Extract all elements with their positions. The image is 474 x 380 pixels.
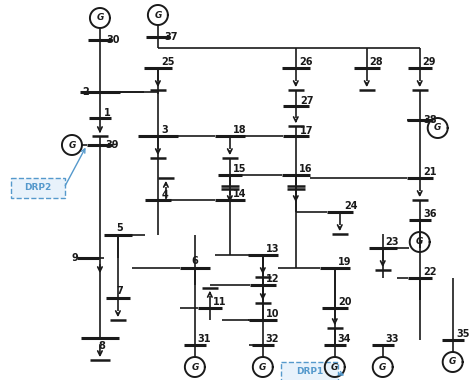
Text: 10: 10	[266, 309, 279, 319]
Text: 11: 11	[213, 297, 227, 307]
Text: 4: 4	[162, 190, 169, 200]
Text: 30: 30	[106, 35, 119, 45]
Text: 33: 33	[386, 334, 399, 344]
Text: G: G	[416, 238, 423, 247]
Text: 21: 21	[424, 167, 437, 177]
Text: 19: 19	[338, 257, 351, 267]
Text: 23: 23	[386, 237, 399, 247]
Text: 14: 14	[233, 189, 246, 199]
Text: DRP2: DRP2	[24, 184, 52, 193]
Text: 2: 2	[82, 87, 89, 97]
Text: G: G	[331, 363, 338, 372]
Text: 24: 24	[344, 201, 357, 211]
Text: 39: 39	[105, 140, 118, 150]
Text: 8: 8	[98, 341, 105, 351]
Text: 29: 29	[423, 57, 436, 67]
Text: G: G	[379, 363, 386, 372]
Text: G: G	[259, 363, 266, 372]
Text: G: G	[434, 124, 441, 133]
Text: G: G	[96, 14, 104, 22]
Text: 36: 36	[424, 209, 437, 219]
Text: 25: 25	[161, 57, 174, 67]
Text: 13: 13	[266, 244, 279, 254]
Text: 1: 1	[104, 108, 110, 118]
Text: 7: 7	[116, 286, 123, 296]
Text: 6: 6	[192, 256, 199, 266]
FancyBboxPatch shape	[11, 178, 65, 198]
Text: 37: 37	[164, 32, 177, 42]
Text: G: G	[68, 141, 76, 149]
Text: G: G	[191, 363, 199, 372]
Text: 5: 5	[116, 223, 123, 233]
FancyBboxPatch shape	[281, 362, 338, 380]
Text: 18: 18	[233, 125, 246, 135]
Text: 35: 35	[456, 329, 470, 339]
Text: G: G	[154, 11, 162, 19]
Text: G: G	[449, 358, 456, 366]
Text: 27: 27	[300, 96, 313, 106]
Text: 28: 28	[370, 57, 383, 67]
Text: 15: 15	[233, 164, 246, 174]
Text: DRP1: DRP1	[296, 367, 323, 377]
Text: 26: 26	[299, 57, 312, 67]
Text: 31: 31	[198, 334, 211, 344]
Text: 3: 3	[161, 125, 168, 135]
Text: 38: 38	[424, 115, 438, 125]
Text: 9: 9	[72, 253, 79, 263]
Text: 16: 16	[299, 164, 312, 174]
Text: 17: 17	[300, 126, 313, 136]
Text: 12: 12	[266, 274, 279, 284]
Text: 34: 34	[338, 334, 351, 344]
Text: 22: 22	[424, 267, 437, 277]
Text: 20: 20	[338, 297, 351, 307]
Text: 32: 32	[266, 334, 279, 344]
